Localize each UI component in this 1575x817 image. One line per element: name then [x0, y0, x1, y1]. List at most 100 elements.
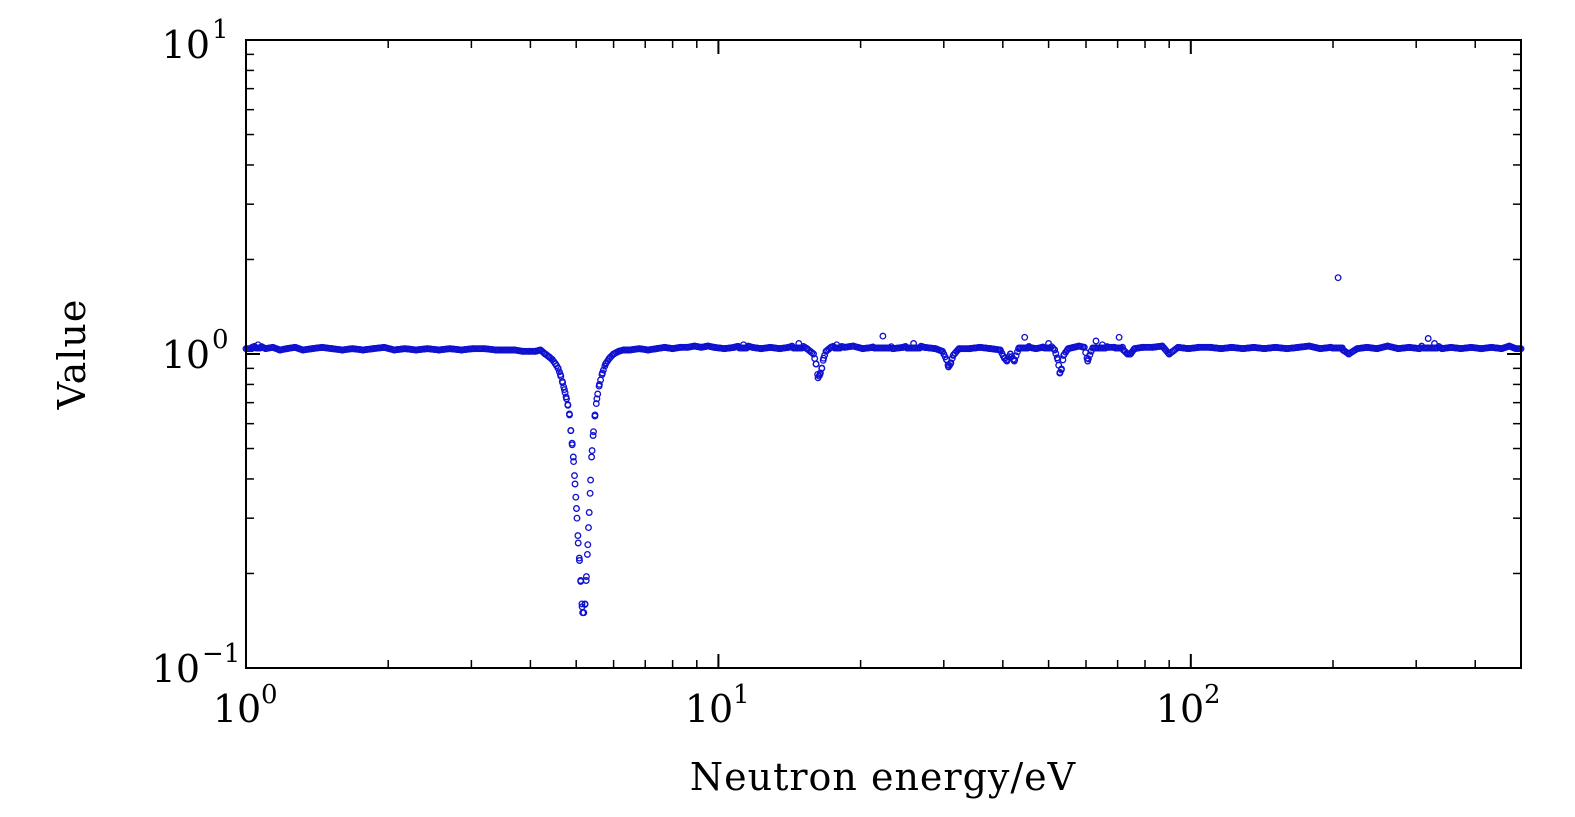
data-point — [610, 350, 618, 358]
data-point — [1206, 343, 1214, 351]
data-point — [567, 427, 575, 435]
data-point — [841, 343, 849, 351]
data-point — [859, 345, 867, 353]
data-point — [583, 550, 591, 558]
data-point — [390, 346, 398, 354]
data-point — [691, 342, 698, 350]
data-point — [1084, 357, 1092, 365]
data-point — [581, 600, 589, 608]
data-point — [748, 343, 756, 351]
data-point — [785, 343, 793, 351]
data-point — [593, 395, 601, 403]
data-points — [242, 274, 1525, 617]
data-point — [574, 539, 582, 547]
data-point — [1051, 346, 1059, 354]
data-point — [822, 347, 830, 355]
y-tick-exp-1: 0 — [212, 325, 229, 355]
data-point — [996, 346, 1004, 354]
data-point — [644, 346, 652, 354]
y-tick-label-1: 10 — [162, 333, 210, 377]
data-point — [620, 346, 628, 354]
band-point — [587, 476, 595, 484]
data-point — [1405, 343, 1413, 351]
x-tick-label-100: 10 — [1156, 687, 1204, 731]
data-point — [1327, 343, 1335, 351]
data-point — [299, 346, 307, 354]
x-tick-exp-1: 0 — [261, 680, 278, 710]
data-point — [510, 346, 518, 354]
data-point — [1316, 345, 1324, 353]
data-point — [710, 343, 718, 351]
data-point — [1165, 350, 1173, 358]
data-point — [573, 514, 581, 522]
data-point — [1228, 343, 1236, 351]
y-axis-title: Value — [50, 299, 94, 411]
data-point — [653, 345, 661, 353]
data-point — [740, 341, 747, 349]
data-point — [661, 343, 669, 351]
data-point — [820, 354, 828, 362]
data-point — [1025, 343, 1033, 351]
data-point — [348, 345, 356, 353]
data-point — [1250, 343, 1258, 351]
data-point — [1416, 345, 1424, 353]
data-point — [269, 343, 277, 351]
data-point — [291, 343, 299, 351]
data-point — [1271, 343, 1279, 351]
data-point — [1431, 340, 1438, 347]
band-point — [1052, 350, 1060, 357]
data-point — [1060, 351, 1068, 359]
data-point — [767, 343, 775, 351]
data-point — [1080, 343, 1088, 351]
data-point — [492, 346, 500, 354]
minor-ticks — [246, 40, 1522, 668]
data-point — [816, 371, 824, 379]
data-point — [1032, 345, 1040, 353]
data-point — [1447, 343, 1455, 351]
band-point — [594, 390, 602, 398]
data-point — [276, 346, 284, 354]
data-point — [562, 393, 570, 401]
data-point — [803, 345, 811, 353]
data-point — [1239, 345, 1247, 353]
x-tick-exp-10: 1 — [733, 680, 750, 710]
data-point — [1185, 345, 1193, 353]
data-point — [582, 577, 590, 584]
data-point — [1394, 345, 1402, 353]
band-point — [574, 532, 582, 540]
data-point — [554, 364, 562, 372]
data-point — [1115, 333, 1123, 341]
data-point — [598, 369, 606, 377]
data-point — [1467, 343, 1475, 351]
data-point — [254, 341, 262, 349]
data-point — [519, 347, 527, 355]
data-point — [827, 343, 835, 351]
data-point — [1424, 335, 1432, 342]
data-point — [1195, 343, 1203, 351]
data-point — [1305, 342, 1313, 350]
band-point — [588, 447, 596, 455]
data-point — [1283, 345, 1291, 353]
data-point — [879, 332, 887, 340]
data-point — [635, 345, 643, 353]
data-point — [849, 342, 857, 350]
data-point — [910, 340, 918, 347]
data-point — [458, 346, 466, 354]
data-point — [1339, 346, 1347, 354]
data-point — [1512, 345, 1520, 353]
data-point — [1038, 343, 1046, 351]
data-point — [380, 343, 388, 351]
band-point — [1086, 351, 1094, 359]
data-point — [262, 345, 270, 353]
data-point — [1158, 342, 1166, 350]
data-point — [757, 345, 765, 353]
band-point — [570, 458, 578, 466]
data-point — [578, 600, 586, 608]
data-point — [931, 345, 939, 353]
band-point — [582, 573, 590, 581]
data-point — [1477, 345, 1485, 353]
data-point — [812, 360, 820, 368]
data-point — [1457, 345, 1465, 353]
data-point — [1373, 345, 1381, 353]
